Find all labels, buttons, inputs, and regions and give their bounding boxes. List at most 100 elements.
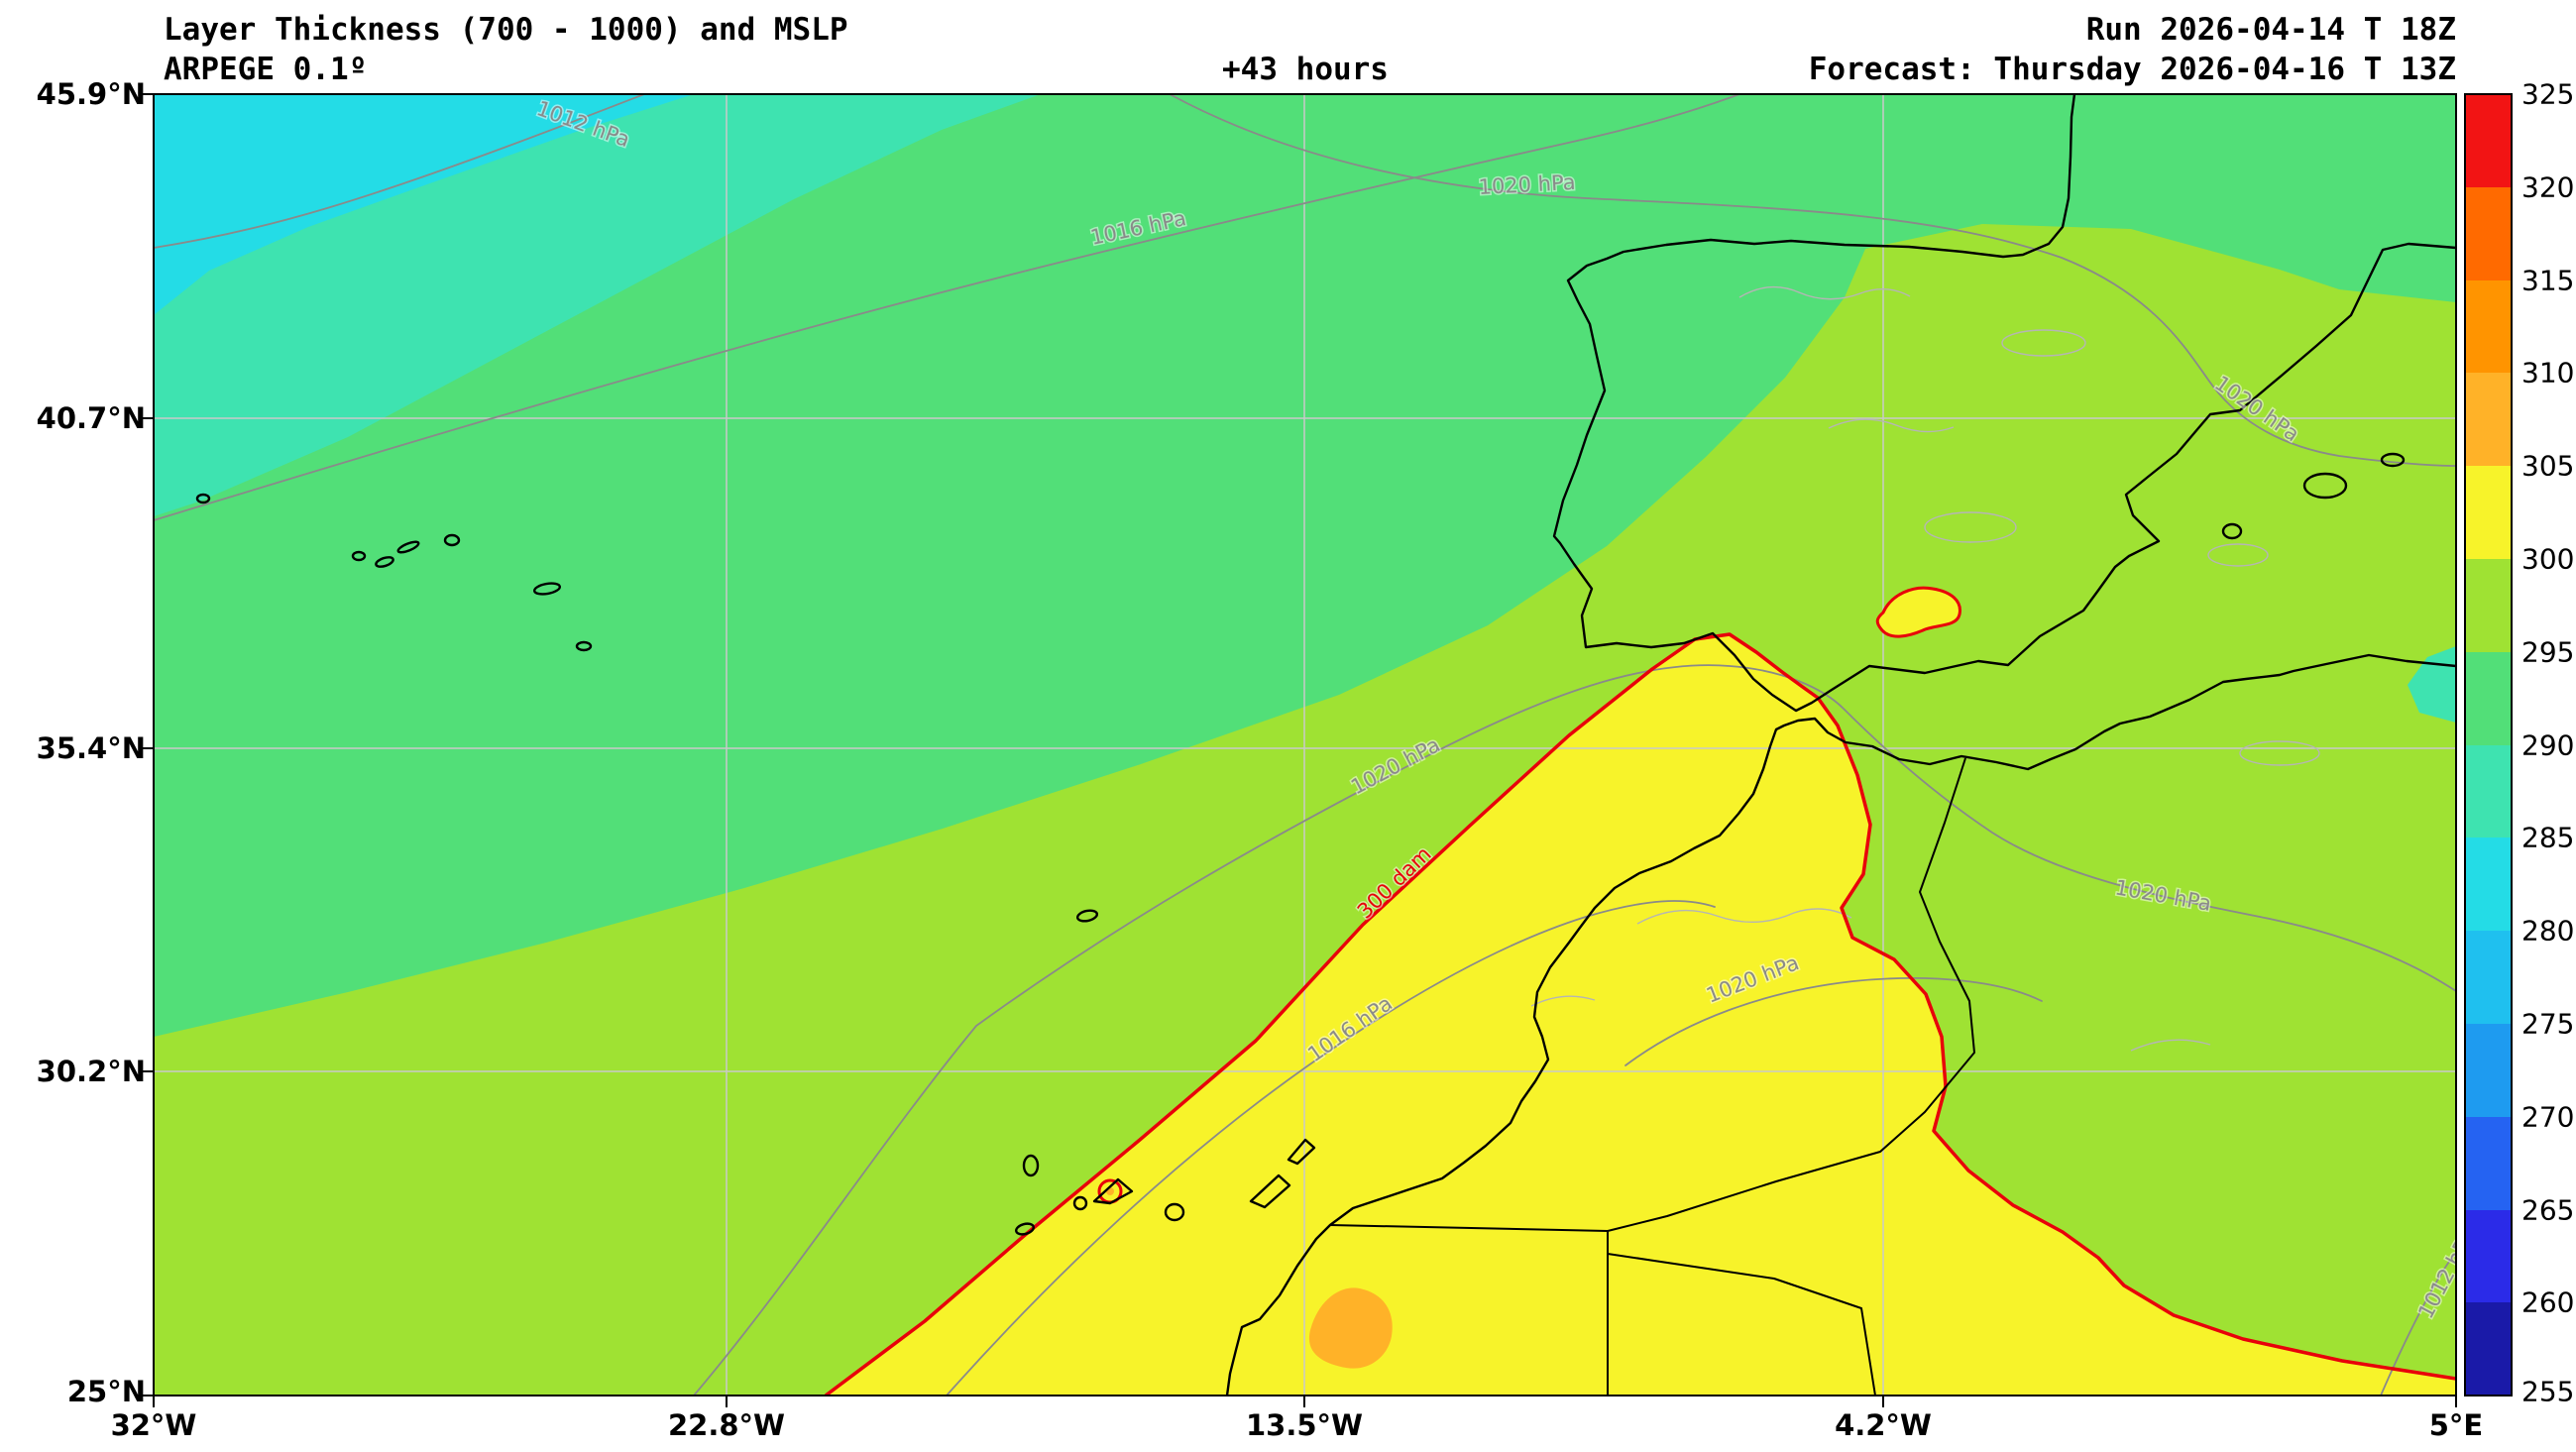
island-outline [532, 582, 562, 596]
axis-tick-marks [142, 93, 2457, 1407]
island-outline [1092, 1177, 1134, 1205]
island-outline [351, 550, 367, 562]
colorbar-tick-label: 275 [2521, 1008, 2574, 1041]
colorbar-tick-label: 315 [2521, 265, 2574, 297]
colorbar-tick-label: 280 [2521, 915, 2574, 948]
contour-300dam-main [824, 632, 2456, 1396]
band-305-310 [1308, 1287, 1393, 1369]
forecast-valid-label: Forecast: Thursday 2026-04-16 T 13Z [1809, 52, 2456, 87]
island-outline [1072, 1195, 1088, 1211]
terrain-contour [2001, 329, 2086, 357]
coastlines [195, 94, 2456, 1396]
island-outline [1015, 1222, 1035, 1236]
isobar-1012 [154, 94, 645, 249]
lat-tick-label: 40.7°N [37, 401, 146, 435]
terrain-contours [1530, 285, 2320, 1052]
colorbar-segment [2465, 373, 2512, 466]
border-morocco-algeria [1607, 757, 1975, 1232]
border-algeria-mauritania [1607, 1253, 1876, 1396]
island-outline [2380, 452, 2406, 468]
island-outline [443, 533, 461, 547]
island-outline [1022, 1154, 1040, 1177]
contour-300dam-spain-loop [1875, 586, 1961, 638]
lon-tick-label: 5°E [2429, 1408, 2484, 1442]
colorbar-tick-label: 285 [2521, 822, 2574, 854]
country-borders [1329, 757, 1975, 1396]
coastline-north-africa [1225, 653, 2456, 1396]
lat-tick-label: 25°N [67, 1375, 146, 1408]
isobar-1020-north [1169, 94, 2456, 467]
colorbar-tick-label: 260 [2521, 1286, 2574, 1319]
island-outline [1075, 909, 1099, 923]
lat-tick-label: 35.4°N [37, 731, 146, 765]
isobar-1012-southeast [2380, 1252, 2456, 1396]
colorbar-segment [2465, 1210, 2512, 1302]
island-outline [575, 640, 593, 652]
isobar-1016-south [946, 900, 1716, 1396]
colorbar-segment [2465, 559, 2512, 652]
isobars [154, 94, 2456, 1396]
terrain-contour [2239, 740, 2320, 766]
colorbar-segment [2465, 94, 2512, 187]
colorbar-tick-label: 320 [2521, 171, 2574, 204]
colorbar-segment [2465, 745, 2512, 838]
isobar-label: 1020 hPa [1478, 170, 1576, 199]
island-outline [1164, 1202, 1185, 1222]
terrain-contour [1636, 908, 1852, 925]
terrain-contour [1828, 418, 1955, 433]
terrain-contour [1924, 511, 2017, 543]
lon-tick-label: 22.8°W [668, 1408, 785, 1442]
colorbar-tick-label: 255 [2521, 1376, 2574, 1408]
colorbar-segment [2465, 1302, 2512, 1396]
border-western-sahara-north [1329, 1224, 1609, 1232]
colorbar-frame [2464, 93, 2513, 1396]
gridlines [154, 94, 2456, 1396]
colorbar-tick-label: 270 [2521, 1101, 2574, 1134]
lat-tick-label: 45.9°N [37, 77, 146, 111]
colorbar: 325 320 315 310 305 300 295 290 285 280 … [2464, 78, 2574, 1408]
colorbar-segment [2465, 280, 2512, 373]
lead-time-label: +43 hours [1222, 52, 1389, 87]
colorbar-tick-label: 290 [2521, 729, 2574, 762]
colorbar-tick-label: 325 [2521, 78, 2574, 111]
lat-tick-label: 30.2°N [37, 1055, 146, 1088]
islands [195, 452, 2406, 1236]
colorbar-tick-label: 305 [2521, 450, 2574, 483]
band-300-305 [826, 634, 2456, 1396]
colorbar-segment [2465, 838, 2512, 931]
isobar-1016 [154, 94, 1740, 521]
model-label: ARPEGE 0.1º [164, 52, 367, 87]
terrain-contour [2207, 543, 2269, 567]
isobar-1020-center [693, 664, 2456, 1396]
isobar-1020-africa [1624, 977, 2043, 1066]
terrain-contour [1738, 285, 1911, 300]
colorbar-tick-label: 265 [2521, 1194, 2574, 1227]
island-outline [1249, 1173, 1291, 1209]
lat-axis-labels: 45.9°N 40.7°N 35.4°N 30.2°N 25°N [37, 77, 146, 1408]
colorbar-tick-label: 310 [2521, 357, 2574, 390]
colorbar-segment [2465, 931, 2512, 1024]
island-outline [2302, 472, 2348, 500]
thickness-contours [824, 586, 2456, 1396]
island-outline [396, 540, 420, 554]
colorbar-segment [2465, 1024, 2512, 1117]
chart-title: Layer Thickness (700 - 1000) and MSLP [164, 12, 848, 48]
colorbar-tick-label: 295 [2521, 636, 2574, 669]
terrain-contour [2130, 1039, 2211, 1052]
lon-axis-labels: 32°W 22.8°W 13.5°W 4.2°W 5°E [111, 1408, 2484, 1442]
colorbar-tick-label: 300 [2521, 543, 2574, 576]
lon-tick-label: 32°W [111, 1408, 197, 1442]
island-outline [195, 493, 211, 504]
lon-tick-label: 13.5°W [1246, 1408, 1363, 1442]
island-outline [2221, 522, 2243, 540]
colorbar-segment [2465, 652, 2512, 745]
colorbar-tick-labels: 325 320 315 310 305 300 295 290 285 280 … [2521, 78, 2574, 1408]
lon-tick-label: 4.2°W [1835, 1408, 1932, 1442]
run-label: Run 2026-04-14 T 18Z [2086, 12, 2456, 48]
island-outline [375, 556, 394, 568]
band-280-285 [154, 94, 694, 315]
terrain-contour [1530, 995, 1596, 1007]
colorbar-segment [2465, 187, 2512, 280]
island-outline [1287, 1138, 1316, 1166]
